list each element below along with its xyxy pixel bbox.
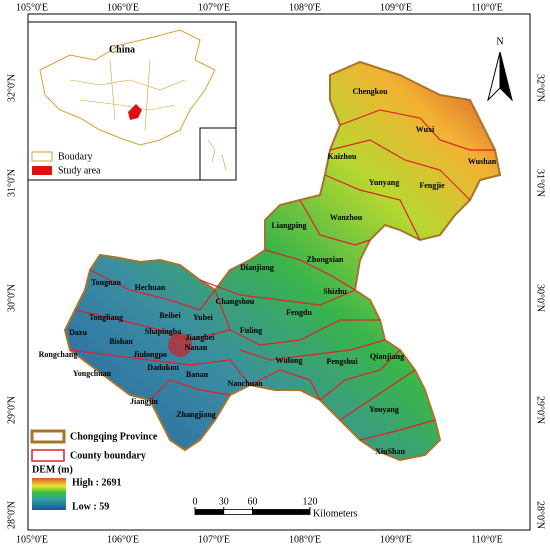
legend-label: Chongqing Province <box>70 431 158 442</box>
county-label: Youyang <box>369 405 399 414</box>
county-boundaries <box>69 109 495 441</box>
scale-label: 30 <box>219 496 229 507</box>
longitude-label: 107°0'E <box>198 2 230 13</box>
county-label: Nanan <box>185 343 208 352</box>
county-label: Fengdu <box>286 308 312 317</box>
county-label: Jiulongpo <box>133 350 167 359</box>
county-label: Bishan <box>109 337 133 346</box>
dem-ramp <box>32 478 66 510</box>
longitude-label: 106°0'E <box>107 2 139 13</box>
latitude-label: 30°0'N <box>6 284 17 312</box>
county-label: Beibei <box>159 311 181 320</box>
county-label: Yongchuan <box>73 369 112 378</box>
county-label: Yubei <box>193 313 213 322</box>
legend-label: High : 2691 <box>72 477 121 488</box>
scale-label: 0 <box>193 496 198 507</box>
longitude-label: 108°0'E <box>289 534 321 545</box>
longitude-label: 109°0'E <box>380 2 412 13</box>
legend-label: County boundary <box>70 450 146 461</box>
legend-title: DEM (m) <box>32 464 73 475</box>
county-label: Fuling <box>240 326 262 335</box>
county-label: Rongchang <box>39 350 78 359</box>
county-label: Shapingba <box>145 327 181 336</box>
latitude-label: 28°0'N <box>535 501 546 529</box>
latitude-label: 32°0'N <box>6 74 17 102</box>
county-label: Liangping <box>271 221 306 230</box>
longitude-label: 110°0'E <box>471 2 503 13</box>
longitude-label: 107°0'E <box>198 534 230 545</box>
longitude-label: 105°0'E <box>16 534 48 545</box>
islands <box>207 139 227 171</box>
county-label: Wanzhou <box>330 213 363 222</box>
scale-segment <box>223 509 253 515</box>
longitude-label: 105°0'E <box>16 2 48 13</box>
inset-title: China <box>109 44 135 55</box>
county-label: Pengshui <box>326 357 358 366</box>
latitude-label: 31°0'N <box>6 169 17 197</box>
county-label: Zhangjiang <box>176 410 216 419</box>
south-sea-inset <box>199 127 237 181</box>
county-label: Changshou <box>216 297 255 306</box>
longitude-label: 109°0'E <box>380 534 412 545</box>
county-label: Qianjiang <box>370 352 404 361</box>
inset-legend-swatch <box>32 166 52 175</box>
county-label: Chengkou <box>352 87 388 96</box>
county-label: Shizhu <box>323 287 347 296</box>
scale-segment <box>252 509 311 515</box>
county-label: Wuxi <box>416 125 435 134</box>
longitude-label: 110°0'E <box>471 534 503 545</box>
county-label: Kaizhou <box>328 152 357 161</box>
urban-core <box>168 333 192 357</box>
latitude-label: 31°0'N <box>535 169 546 197</box>
north-label: N <box>496 36 503 47</box>
county-label: Dadukou <box>147 363 179 372</box>
county-label: Jiangbei <box>186 333 216 342</box>
latitude-label: 29°0'N <box>535 396 546 424</box>
inset-legend-label: Boudary <box>58 151 92 162</box>
latitude-label: 30°0'N <box>535 284 546 312</box>
county-label: Hechuan <box>135 283 166 292</box>
latitude-label: 32°0'N <box>535 74 546 102</box>
county-label: Tongnan <box>91 278 122 287</box>
province-swatch <box>30 429 66 444</box>
study-area-inset <box>128 104 142 120</box>
scale-label: 60 <box>248 496 258 507</box>
scale-unit: Kilometers <box>313 508 358 519</box>
county-label: Banan <box>186 370 209 379</box>
china-outline <box>39 29 216 146</box>
county-label: XiuShan <box>375 447 405 456</box>
county-label: Dazu <box>69 328 87 337</box>
latitude-label: 28°0'N <box>6 501 17 529</box>
longitude-label: 108°0'E <box>289 2 321 13</box>
county-label: Jiangjin <box>130 397 159 406</box>
north-arrow <box>499 51 513 102</box>
county-label: Nanchuan <box>227 379 263 388</box>
county-label: Wulong <box>276 356 303 365</box>
scale-segment <box>194 509 225 515</box>
inset-legend-swatch <box>31 151 53 162</box>
county-label: Fengjie <box>419 181 445 190</box>
legend-label: Low : 59 <box>72 501 109 512</box>
scale-label: 120 <box>303 496 318 507</box>
longitude-label: 106°0'E <box>107 534 139 545</box>
latitude-label: 29°0'N <box>6 396 17 424</box>
county-label: Tongliang <box>89 313 123 322</box>
county-label: Dianjiang <box>240 263 274 272</box>
county-label: Zhongxian <box>307 255 344 264</box>
inset-legend-label: Study area <box>58 165 101 176</box>
county-swatch <box>31 449 65 462</box>
county-label: Wushan <box>468 157 497 166</box>
county-label: Yunyang <box>369 178 399 187</box>
